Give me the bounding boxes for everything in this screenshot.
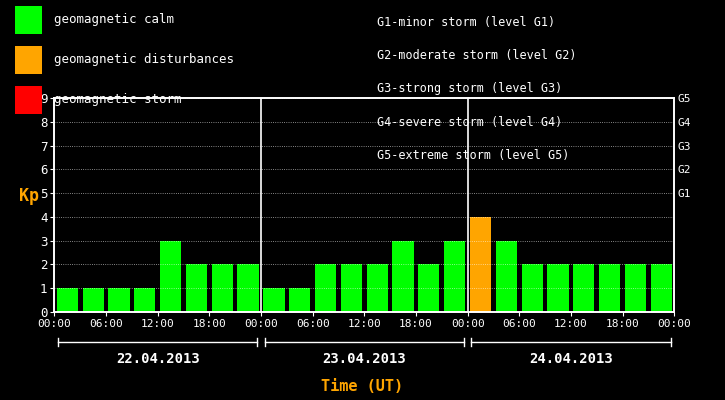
Bar — [496, 241, 517, 312]
Bar — [651, 264, 672, 312]
Bar — [160, 241, 181, 312]
Bar — [289, 288, 310, 312]
Text: geomagnetic storm: geomagnetic storm — [54, 94, 182, 106]
Bar — [83, 288, 104, 312]
Bar — [470, 217, 491, 312]
Text: geomagnetic calm: geomagnetic calm — [54, 14, 175, 26]
Text: G1-minor storm (level G1): G1-minor storm (level G1) — [377, 16, 555, 29]
Bar — [212, 264, 233, 312]
Text: G2-moderate storm (level G2): G2-moderate storm (level G2) — [377, 49, 576, 62]
Y-axis label: Kp: Kp — [19, 187, 39, 205]
Bar — [392, 241, 414, 312]
Bar — [599, 264, 621, 312]
Text: 24.04.2013: 24.04.2013 — [529, 352, 613, 366]
Bar — [108, 288, 130, 312]
Text: G4-severe storm (level G4): G4-severe storm (level G4) — [377, 116, 563, 129]
Text: 22.04.2013: 22.04.2013 — [116, 352, 199, 366]
Bar — [367, 264, 388, 312]
Bar — [315, 264, 336, 312]
Bar — [521, 264, 543, 312]
Bar — [238, 264, 259, 312]
Text: Time (UT): Time (UT) — [321, 379, 404, 394]
Bar — [263, 288, 284, 312]
Bar — [625, 264, 646, 312]
Bar — [186, 264, 207, 312]
Bar — [547, 264, 568, 312]
Text: geomagnetic disturbances: geomagnetic disturbances — [54, 54, 234, 66]
Bar — [57, 288, 78, 312]
Bar — [341, 264, 362, 312]
Text: G5-extreme storm (level G5): G5-extreme storm (level G5) — [377, 149, 569, 162]
Text: 23.04.2013: 23.04.2013 — [323, 352, 406, 366]
Bar — [134, 288, 155, 312]
Bar — [573, 264, 594, 312]
Bar — [418, 264, 439, 312]
Bar — [444, 241, 465, 312]
Text: G3-strong storm (level G3): G3-strong storm (level G3) — [377, 82, 563, 96]
